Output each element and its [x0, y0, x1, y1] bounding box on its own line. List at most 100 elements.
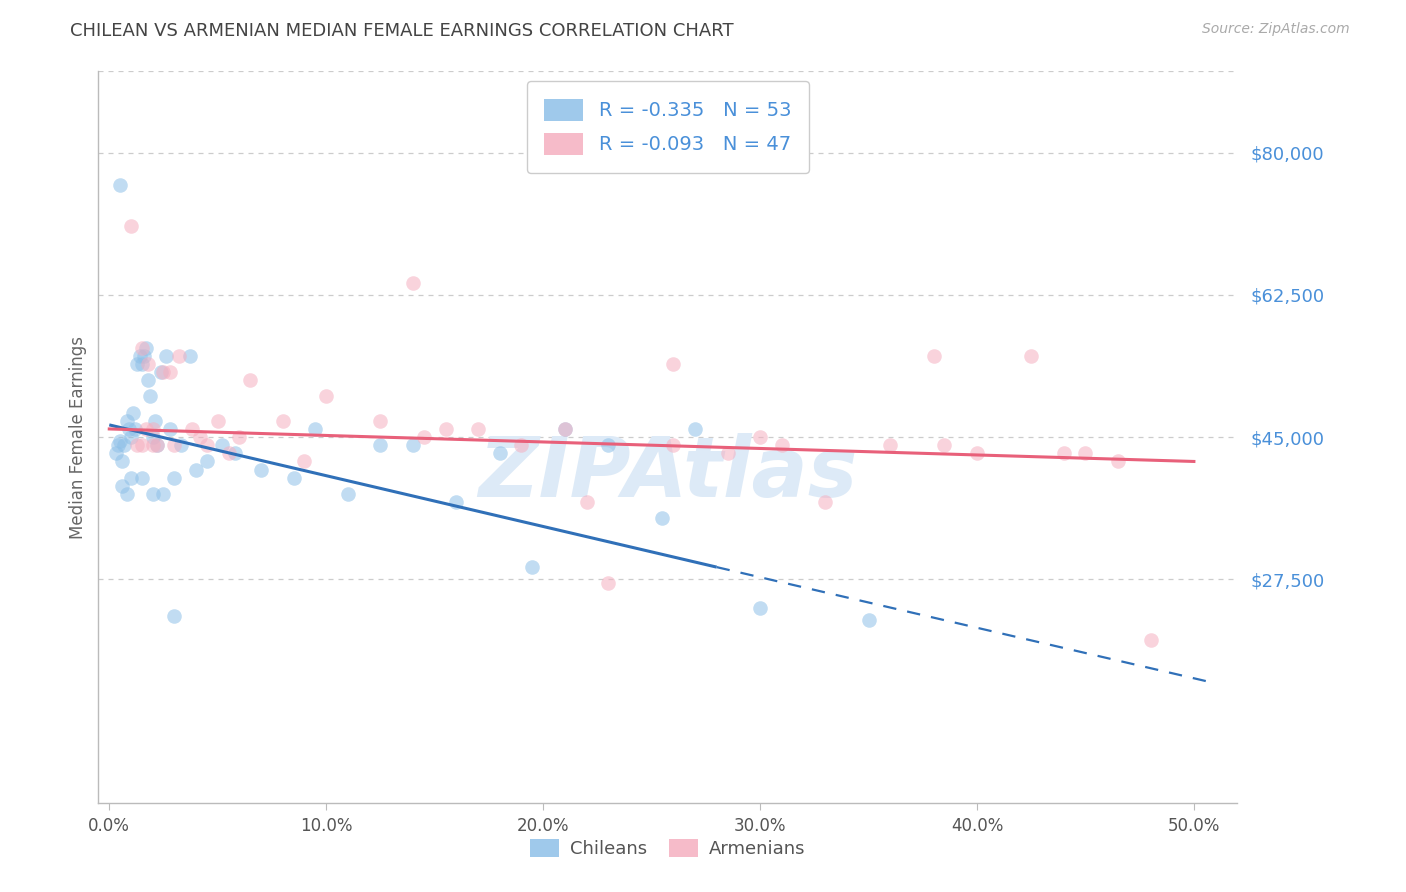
- Point: [510, 438, 533, 452]
- Point: [1139, 633, 1161, 648]
- Point: [143, 414, 166, 428]
- Point: [136, 357, 159, 371]
- Point: [179, 349, 201, 363]
- Point: [131, 357, 153, 371]
- Point: [651, 511, 673, 525]
- Point: [135, 422, 157, 436]
- Point: [467, 422, 489, 436]
- Point: [814, 495, 837, 509]
- Point: [131, 471, 153, 485]
- Point: [159, 365, 181, 379]
- Point: [135, 341, 157, 355]
- Point: [120, 471, 142, 485]
- Point: [142, 422, 165, 436]
- Point: [184, 462, 207, 476]
- Point: [662, 357, 685, 371]
- Point: [922, 349, 945, 363]
- Point: [446, 495, 468, 509]
- Point: [114, 438, 136, 452]
- Text: Source: ZipAtlas.com: Source: ZipAtlas.com: [1202, 22, 1350, 37]
- Point: [749, 430, 772, 444]
- Point: [207, 414, 229, 428]
- Point: [190, 430, 212, 444]
- Point: [170, 438, 193, 452]
- Point: [716, 446, 738, 460]
- Point: [104, 446, 127, 460]
- Text: CHILEAN VS ARMENIAN MEDIAN FEMALE EARNINGS CORRELATION CHART: CHILEAN VS ARMENIAN MEDIAN FEMALE EARNIN…: [70, 22, 734, 40]
- Point: [554, 422, 576, 436]
- Point: [163, 471, 186, 485]
- Point: [111, 479, 134, 493]
- Text: ZIPAtlas: ZIPAtlas: [478, 434, 858, 514]
- Point: [108, 178, 131, 193]
- Point: [180, 422, 202, 436]
- Point: [139, 389, 162, 403]
- Point: [218, 446, 240, 460]
- Point: [283, 471, 305, 485]
- Point: [966, 446, 988, 460]
- Point: [488, 446, 510, 460]
- Point: [146, 438, 169, 452]
- Point: [132, 349, 155, 363]
- Point: [934, 438, 956, 452]
- Legend: Chileans, Armenians: Chileans, Armenians: [522, 830, 814, 867]
- Point: [118, 422, 141, 436]
- Point: [522, 560, 544, 574]
- Point: [152, 487, 174, 501]
- Point: [111, 454, 134, 468]
- Point: [211, 438, 233, 452]
- Point: [749, 600, 772, 615]
- Point: [336, 487, 359, 501]
- Point: [142, 438, 165, 452]
- Point: [167, 349, 190, 363]
- Point: [163, 608, 186, 623]
- Point: [239, 373, 262, 387]
- Point: [195, 454, 218, 468]
- Point: [1053, 446, 1076, 460]
- Point: [142, 487, 165, 501]
- Point: [115, 487, 138, 501]
- Point: [107, 438, 129, 452]
- Point: [402, 438, 425, 452]
- Point: [127, 357, 149, 371]
- Point: [370, 414, 392, 428]
- Point: [412, 430, 434, 444]
- Point: [228, 430, 250, 444]
- Point: [1107, 454, 1129, 468]
- Point: [155, 349, 177, 363]
- Point: [120, 430, 142, 444]
- Point: [163, 438, 186, 452]
- Point: [770, 438, 793, 452]
- Point: [294, 454, 316, 468]
- Point: [271, 414, 294, 428]
- Point: [662, 438, 685, 452]
- Point: [127, 438, 149, 452]
- Point: [120, 219, 142, 233]
- Point: [250, 462, 273, 476]
- Point: [159, 422, 181, 436]
- Point: [131, 341, 153, 355]
- Point: [136, 373, 159, 387]
- Point: [575, 495, 598, 509]
- Point: [108, 434, 131, 449]
- Point: [598, 576, 620, 591]
- Point: [402, 276, 425, 290]
- Point: [683, 422, 706, 436]
- Point: [128, 349, 150, 363]
- Point: [122, 406, 145, 420]
- Point: [370, 438, 392, 452]
- Point: [315, 389, 337, 403]
- Point: [224, 446, 246, 460]
- Point: [304, 422, 326, 436]
- Point: [150, 365, 173, 379]
- Point: [146, 438, 169, 452]
- Point: [131, 438, 153, 452]
- Point: [124, 422, 146, 436]
- Point: [142, 430, 165, 444]
- Point: [598, 438, 620, 452]
- Point: [115, 414, 138, 428]
- Point: [1074, 446, 1097, 460]
- Point: [554, 422, 576, 436]
- Point: [858, 613, 880, 627]
- Point: [434, 422, 457, 436]
